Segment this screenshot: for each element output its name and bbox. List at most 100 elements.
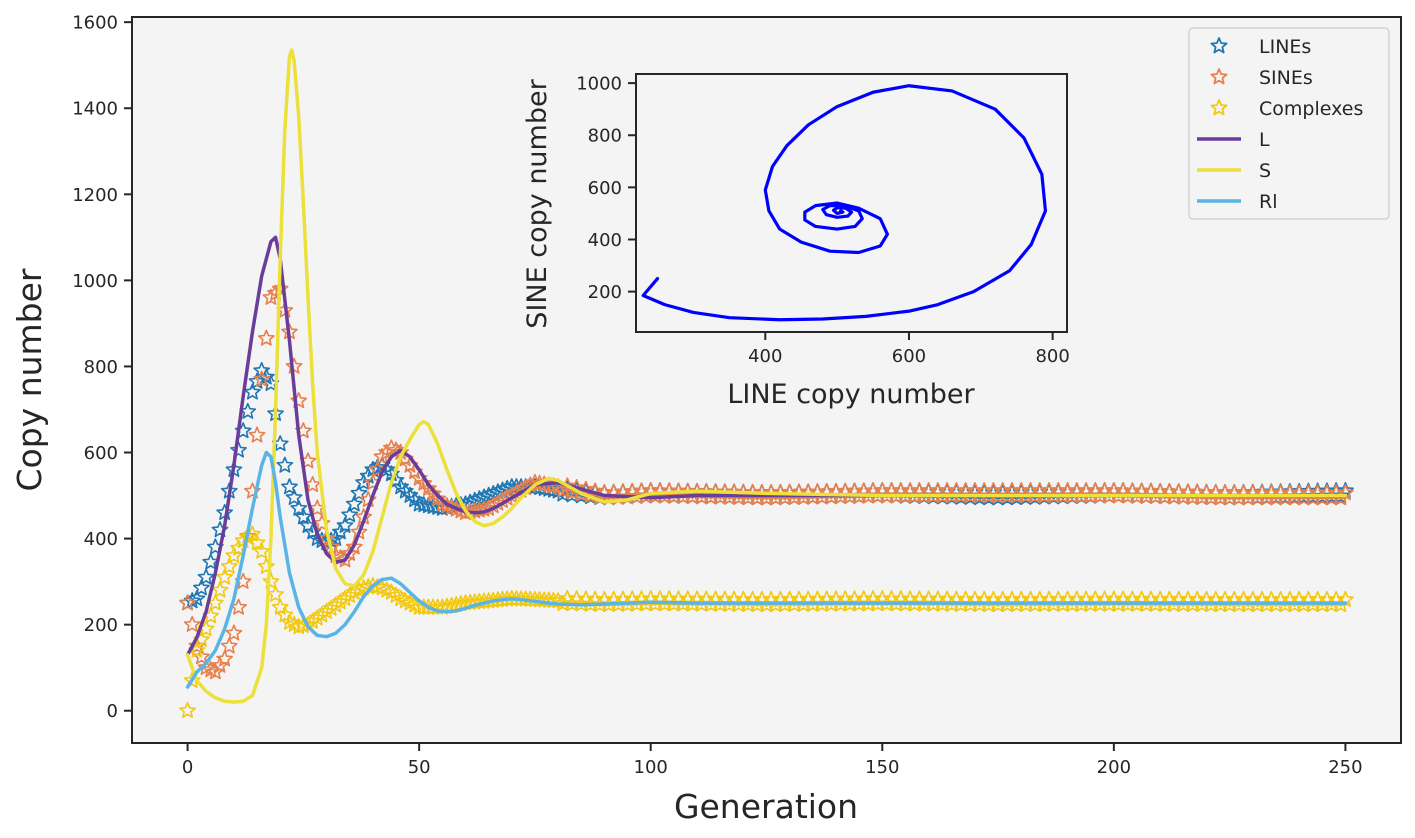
legend-label: L (1259, 129, 1270, 151)
legend-label: Rl (1259, 191, 1277, 213)
main-x-tick-label: 150 (865, 757, 899, 778)
main-x-tick-label: 250 (1328, 757, 1362, 778)
legend: LINEs SINEs Complexes LS Rl (1188, 27, 1390, 220)
series-l-line (185, 235, 1348, 657)
inset-x-tick-label: 800 (1035, 346, 1069, 367)
main-x-tick-label: 50 (408, 757, 431, 778)
inset-x-axis-label: LINE copy number (727, 379, 975, 410)
marker-lines (193, 579, 210, 596)
marker-lines (336, 516, 354, 533)
legend-label: LINEs (1259, 36, 1311, 58)
marker-sines (318, 529, 335, 546)
marker-lines (281, 478, 298, 495)
marker-sines (313, 514, 331, 531)
main-y-tick-label: 1200 (72, 185, 118, 206)
legend-item-lines: LINEs (1210, 36, 1311, 58)
main-x-axis-label: Generation (674, 787, 858, 826)
inset-x-tick-label: 600 (892, 346, 926, 367)
marker-sines (220, 637, 238, 654)
legend-star-icon (1210, 68, 1228, 85)
legend-star-icon (1210, 99, 1228, 116)
legend-item-sines: SINEs (1210, 67, 1313, 89)
inset-y-ticks: 200 400 600 800 1000 (576, 74, 636, 303)
inset-y-axis-label: SINE copy number (522, 78, 553, 328)
main-x-tick-label: 100 (634, 757, 668, 778)
marker-complexes (253, 542, 271, 559)
marker-lines (341, 506, 359, 523)
legend-item-complexes: Complexes (1210, 98, 1363, 120)
marker-sines (424, 485, 442, 502)
marker-sines (216, 650, 234, 667)
marker-lines (276, 456, 294, 473)
legend-item-l: L (1197, 129, 1270, 151)
main-x-tick-label: 0 (182, 757, 193, 778)
marker-complexes (216, 568, 234, 585)
series-s-line (185, 48, 1348, 704)
inset-y-tick-label: 1000 (576, 74, 622, 95)
marker-sines (410, 469, 428, 486)
main-y-tick-label: 0 (107, 701, 118, 722)
main-x-tick-label: 200 (1097, 757, 1131, 778)
marker-complexes (271, 598, 289, 615)
inset-plot-frame (635, 73, 1068, 333)
marker-lines (244, 383, 261, 400)
marker-complexes (248, 534, 266, 551)
legend-label: Complexes (1259, 98, 1363, 120)
main-y-tick-label: 400 (84, 529, 118, 550)
marker-sines (345, 538, 363, 555)
inset-series-layer (641, 84, 1048, 322)
main-y-axis-label: Copy number (10, 268, 49, 491)
marker-lines (290, 499, 308, 516)
inset-y-tick-label: 400 (588, 230, 622, 251)
main-x-ticks: 0 50 100 150 200 250 (182, 743, 1363, 778)
marker-lines (197, 568, 215, 585)
marker-sines (429, 490, 447, 507)
marker-lines (294, 508, 312, 525)
marker-sines (225, 624, 243, 641)
inset-y-tick-label: 600 (588, 178, 622, 199)
main-y-tick-label: 1400 (72, 99, 118, 120)
marker-complexes (276, 606, 294, 623)
marker-lines (350, 484, 368, 501)
marker-complexes (211, 581, 229, 598)
marker-complexes (262, 572, 280, 589)
inset-x-tick-label: 400 (748, 346, 782, 367)
marker-complexes (183, 671, 201, 688)
marker-sines (267, 284, 284, 301)
legend-items: LINEs SINEs Complexes LS Rl (1197, 36, 1363, 213)
marker-lines (345, 495, 363, 512)
inset-phase-line (641, 84, 1048, 322)
marker-sines (179, 594, 196, 611)
inset-plot-background (636, 74, 1067, 332)
legend-star-icon (1210, 37, 1228, 54)
legend-item-rl: Rl (1197, 191, 1277, 213)
inset-x-ticks: 400 600 800 (748, 332, 1070, 367)
marker-sines (257, 329, 275, 346)
main-y-tick-label: 1000 (72, 271, 118, 292)
marker-complexes (179, 701, 196, 718)
marker-sines (183, 615, 201, 632)
main-y-tick-label: 200 (84, 615, 118, 636)
inset-plot: 400 600 800 200 400 600 800 1000 LINE copy num… (522, 73, 1070, 410)
legend-item-s: S (1197, 160, 1271, 182)
main-y-tick-label: 800 (84, 357, 118, 378)
main-y-ticks: 0 200 400 600 800 1000 1200 1400 1600 (72, 13, 132, 722)
main-y-tick-label: 1600 (72, 13, 118, 34)
series-rl-line (185, 450, 1348, 689)
legend-label: SINEs (1259, 67, 1313, 89)
marker-sines (415, 474, 433, 491)
marker-lines (230, 441, 247, 458)
marker-lines (188, 590, 206, 607)
marker-complexes (220, 557, 238, 574)
inset-y-tick-label: 800 (588, 126, 622, 147)
legend-label: S (1259, 160, 1271, 182)
main-y-tick-label: 600 (84, 443, 118, 464)
marker-complexes (257, 557, 275, 574)
marker-sines (290, 392, 308, 409)
marker-sines (253, 370, 271, 387)
marker-lines (285, 488, 303, 505)
marker-sines (248, 426, 266, 443)
marker-sines (420, 479, 437, 496)
main-series-layer (179, 48, 1354, 718)
